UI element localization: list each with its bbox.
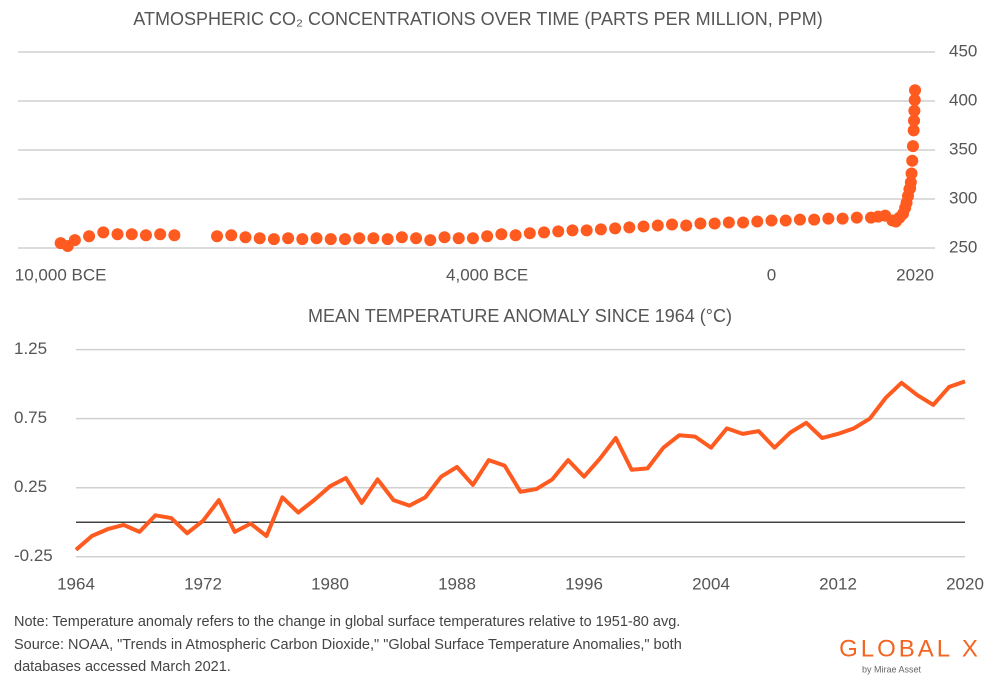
co2-point <box>737 216 750 229</box>
co2-point <box>83 230 96 243</box>
co2-point <box>338 233 351 246</box>
x-tick-label: 0 <box>767 265 776 284</box>
co2-point <box>481 230 494 243</box>
y-tick-label: 0.75 <box>14 408 47 427</box>
x-tick-label: 1964 <box>57 574 95 593</box>
co2-point <box>353 232 366 245</box>
co2-point <box>452 232 465 245</box>
co2-point <box>97 226 110 239</box>
co2-point <box>239 231 252 244</box>
y-tick-label: 250 <box>949 237 977 256</box>
co2-point <box>609 222 622 235</box>
x-tick-label: 4,000 BCE <box>446 265 528 284</box>
co2-point <box>580 224 593 237</box>
co2-point <box>225 229 238 242</box>
temperature-line <box>74 379 966 552</box>
x-tick-label: 2020 <box>946 574 984 593</box>
logo-tagline: by Mirae Asset <box>862 664 922 674</box>
co2-point <box>908 114 921 127</box>
co2-point <box>907 124 920 137</box>
note: databases accessed March 2021. <box>14 659 231 675</box>
co2-point <box>438 231 451 244</box>
co2-point <box>139 229 152 242</box>
co2-point <box>282 232 295 245</box>
co2-point <box>125 228 138 241</box>
co2-point <box>906 140 919 153</box>
co2-point <box>466 232 479 245</box>
co2-point <box>154 228 167 241</box>
x-tick-label: 1972 <box>184 574 222 593</box>
co2-point <box>665 218 678 231</box>
co2-point <box>793 213 806 226</box>
co2-point <box>779 214 792 227</box>
co2-point <box>909 84 922 97</box>
co2-point <box>211 230 224 243</box>
y-tick-label: 450 <box>949 41 977 60</box>
co2-point <box>253 232 266 245</box>
co2-point <box>594 223 607 236</box>
co2-point <box>694 217 707 230</box>
co2-point <box>538 226 551 239</box>
co2-point <box>651 219 664 232</box>
co2-point <box>808 213 821 226</box>
co2-point <box>424 234 437 247</box>
co2-point <box>850 211 863 224</box>
co2-point <box>509 229 522 242</box>
y-tick-label: 400 <box>949 90 977 109</box>
co2-point <box>765 214 778 227</box>
co2-point <box>310 232 323 245</box>
logo: GLOBAL X <box>839 635 981 662</box>
co2-point <box>324 233 337 246</box>
co2-point <box>906 154 919 167</box>
co2-point <box>680 219 693 232</box>
x-tick-label: 2020 <box>896 265 934 284</box>
co2-point <box>267 233 280 246</box>
y-tick-label: 350 <box>949 139 977 158</box>
co2-point <box>708 217 721 230</box>
co2-point <box>381 233 394 246</box>
x-tick-label: 10,000 BCE <box>15 265 107 284</box>
co2-point <box>523 227 536 240</box>
co2-point <box>410 232 423 245</box>
co2-point <box>836 212 849 225</box>
y-tick-label: -0.25 <box>14 546 53 565</box>
x-tick-label: 1988 <box>438 574 476 593</box>
co2-point <box>367 232 380 245</box>
co2-point <box>904 176 917 189</box>
co2-point <box>168 229 181 242</box>
co2-point <box>623 221 636 234</box>
y-tick-label: 300 <box>949 188 977 207</box>
co2-point <box>68 234 81 247</box>
note: Note: Temperature anomaly refers to the … <box>14 614 680 630</box>
co2-point <box>822 212 835 225</box>
note: Source: NOAA, "Trends in Atmospheric Car… <box>14 637 682 653</box>
co2-point <box>905 167 918 180</box>
x-tick-label: 2012 <box>819 574 857 593</box>
chart-title: MEAN TEMPERATURE ANOMALY SINCE 1964 (°C) <box>308 306 732 326</box>
y-tick-label: 1.25 <box>14 339 47 358</box>
co2-point <box>296 233 309 246</box>
chart-title: ATMOSPHERIC CO₂ CONCENTRATIONS OVER TIME… <box>133 9 822 29</box>
x-tick-label: 2004 <box>692 574 730 593</box>
co2-point <box>908 104 921 117</box>
co2-point <box>395 231 408 244</box>
y-tick-label: 0.25 <box>14 477 47 496</box>
co2-point <box>637 220 650 233</box>
x-tick-label: 1996 <box>565 574 603 593</box>
co2-point <box>552 225 565 238</box>
co2-point <box>566 224 579 237</box>
x-tick-label: 1980 <box>311 574 349 593</box>
co2-point <box>908 94 921 107</box>
co2-point <box>722 216 735 229</box>
co2-point <box>111 228 124 241</box>
co2-point <box>751 215 764 228</box>
co2-point <box>495 228 508 241</box>
